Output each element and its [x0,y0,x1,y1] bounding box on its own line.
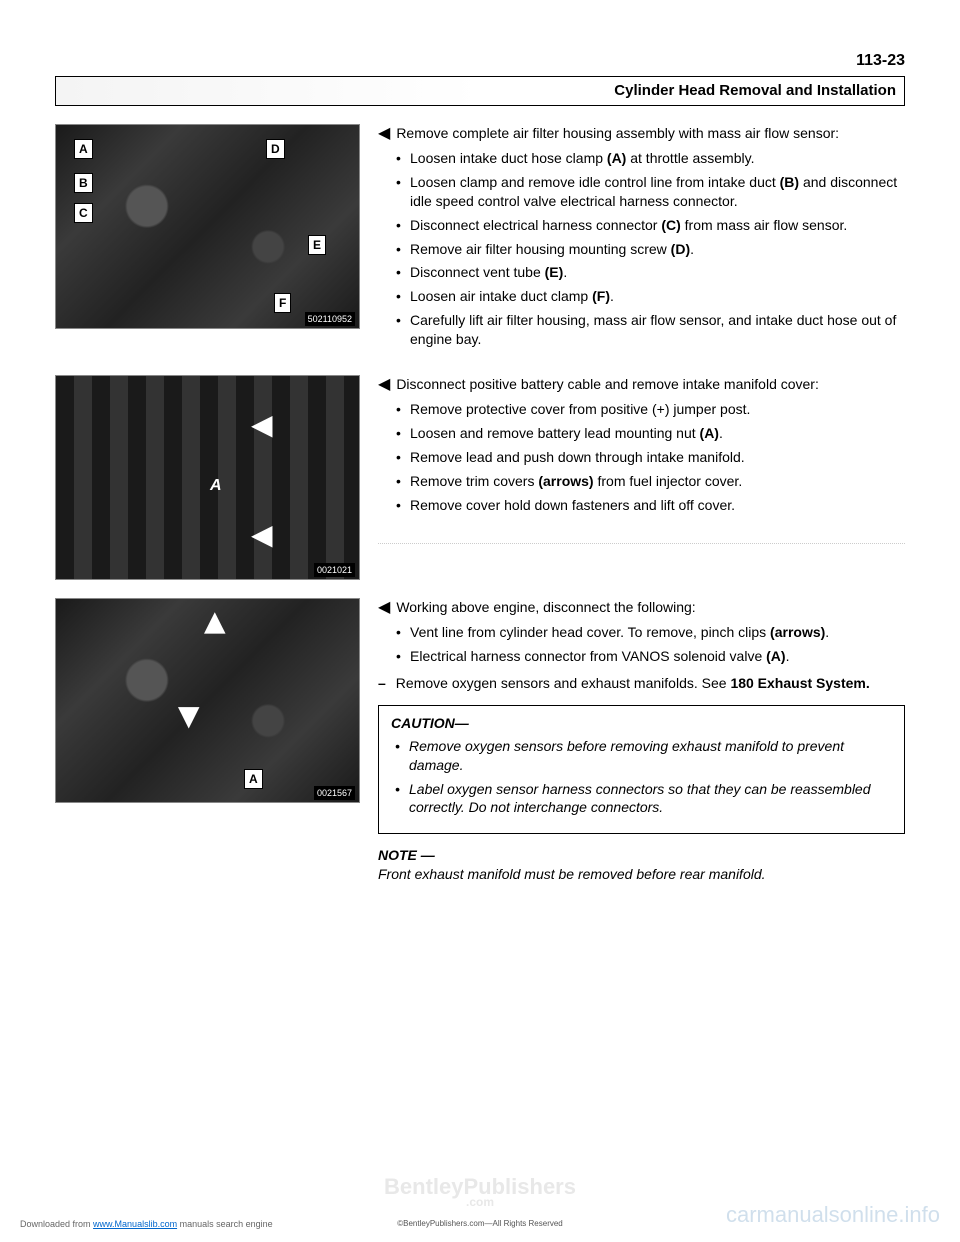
s1-b3: Remove air filter housing mounting screw… [396,240,905,259]
s1-b0: Loosen intake duct hose clamp (A) at thr… [396,149,905,168]
s1-bullets: Loosen intake duct hose clamp (A) at thr… [396,149,905,349]
footer-link[interactable]: www.Manualslib.com [93,1219,177,1229]
s2-b1: Loosen and remove battery lead mounting … [396,424,905,443]
section-2-text: ◀ Disconnect positive battery cable and … [378,375,905,562]
caution-bullets: Remove oxygen sensors before removing ex… [395,737,892,818]
watermark-sub: .com [384,1197,576,1208]
s2-b0: Remove protective cover from positive (+… [396,400,905,419]
triangle-left-icon: ◀ [378,124,390,143]
s3-dash-text: Remove oxygen sensors and exhaust manifo… [396,674,905,693]
fig3-id: 0021567 [314,786,355,800]
s1-b4: Disconnect vent tube (E). [396,263,905,282]
s1-b6: Carefully lift air filter housing, mass … [396,311,905,349]
footer-left: Downloaded from www.Manualslib.com manua… [20,1218,273,1230]
footer-right: carmanualsonline.info [726,1200,940,1230]
fig2-label-a: A [206,474,226,498]
s1-lead: ◀ Remove complete air filter housing ass… [378,124,905,143]
header-title-box: Cylinder Head Removal and Installation [55,76,905,106]
dash-icon: – [378,674,386,693]
note-title: NOTE — [378,847,435,863]
s3-b1: Electrical harness connector from VANOS … [396,647,905,666]
s3-lead-text: Working above engine, disconnect the fol… [396,598,905,617]
watermark-main: BentleyPublishers [384,1174,576,1199]
s2-lead-text: Disconnect positive battery cable and re… [396,375,905,394]
s2-bullets: Remove protective cover from positive (+… [396,400,905,514]
fig3-arrow-1: ◀ [198,612,236,634]
footer-left-pre: Downloaded from [20,1219,93,1229]
caution-b0: Remove oxygen sensors before removing ex… [395,737,892,775]
figure-2: ◀ ◀ A 0021021 [55,375,360,580]
triangle-left-icon: ◀ [378,598,390,617]
triangle-left-icon: ◀ [378,375,390,394]
note-block: NOTE — Front exhaust manifold must be re… [378,846,905,884]
fig2-arrow-2: ◀ [251,516,273,554]
fig2-id: 0021021 [314,563,355,577]
s1-lead-text: Remove complete air filter housing assem… [396,124,905,143]
watermark: BentleyPublishers .com [384,1177,576,1208]
page-number: 113-23 [55,50,905,72]
figure-3: ◀ ◀ A 0021567 [55,598,360,803]
section-3: ◀ ◀ A 0021567 ◀ Working above engine, di… [55,598,905,884]
fig1-id: 502110952 [305,312,355,326]
s3-lead: ◀ Working above engine, disconnect the f… [378,598,905,617]
s2-b2: Remove lead and push down through intake… [396,448,905,467]
fig3-arrow-2: ◀ [168,707,206,729]
caution-box: CAUTION— Remove oxygen sensors before re… [378,705,905,834]
s1-b5: Loosen air intake duct clamp (F). [396,287,905,306]
fig1-label-e: E [308,235,326,255]
caution-b1: Label oxygen sensor harness connectors s… [395,780,892,818]
figure-1: A B C D E F 502110952 [55,124,360,329]
note-text: Front exhaust manifold must be removed b… [378,866,766,882]
fig1-label-b: B [74,173,93,193]
fig3-label-a: A [244,769,263,789]
fig1-label-f: F [274,293,291,313]
section-3-text: ◀ Working above engine, disconnect the f… [378,598,905,884]
fig1-label-c: C [74,203,93,223]
s1-b2: Disconnect electrical harness connector … [396,216,905,235]
fig1-label-d: D [266,139,285,159]
s3-b0: Vent line from cylinder head cover. To r… [396,623,905,642]
section-1: A B C D E F 502110952 ◀ Remove complete … [55,124,905,357]
section-1-text: ◀ Remove complete air filter housing ass… [378,124,905,357]
main-content: A B C D E F 502110952 ◀ Remove complete … [55,124,905,888]
s2-b3: Remove trim covers (arrows) from fuel in… [396,472,905,491]
s3-dash: – Remove oxygen sensors and exhaust mani… [378,674,905,693]
s2-b4: Remove cover hold down fasteners and lif… [396,496,905,515]
footer-center: ©BentleyPublishers.com—All Rights Reserv… [397,1219,563,1230]
faint-separator [378,543,905,544]
caution-title: CAUTION— [391,714,892,733]
fig1-label-a: A [74,139,93,159]
footer-left-post: manuals search engine [177,1219,273,1229]
s1-b1: Loosen clamp and remove idle control lin… [396,173,905,211]
s3-bullets: Vent line from cylinder head cover. To r… [396,623,905,666]
fig2-arrow-1: ◀ [251,406,273,444]
s2-lead: ◀ Disconnect positive battery cable and … [378,375,905,394]
section-2: ◀ ◀ A 0021021 ◀ Disconnect positive batt… [55,375,905,580]
